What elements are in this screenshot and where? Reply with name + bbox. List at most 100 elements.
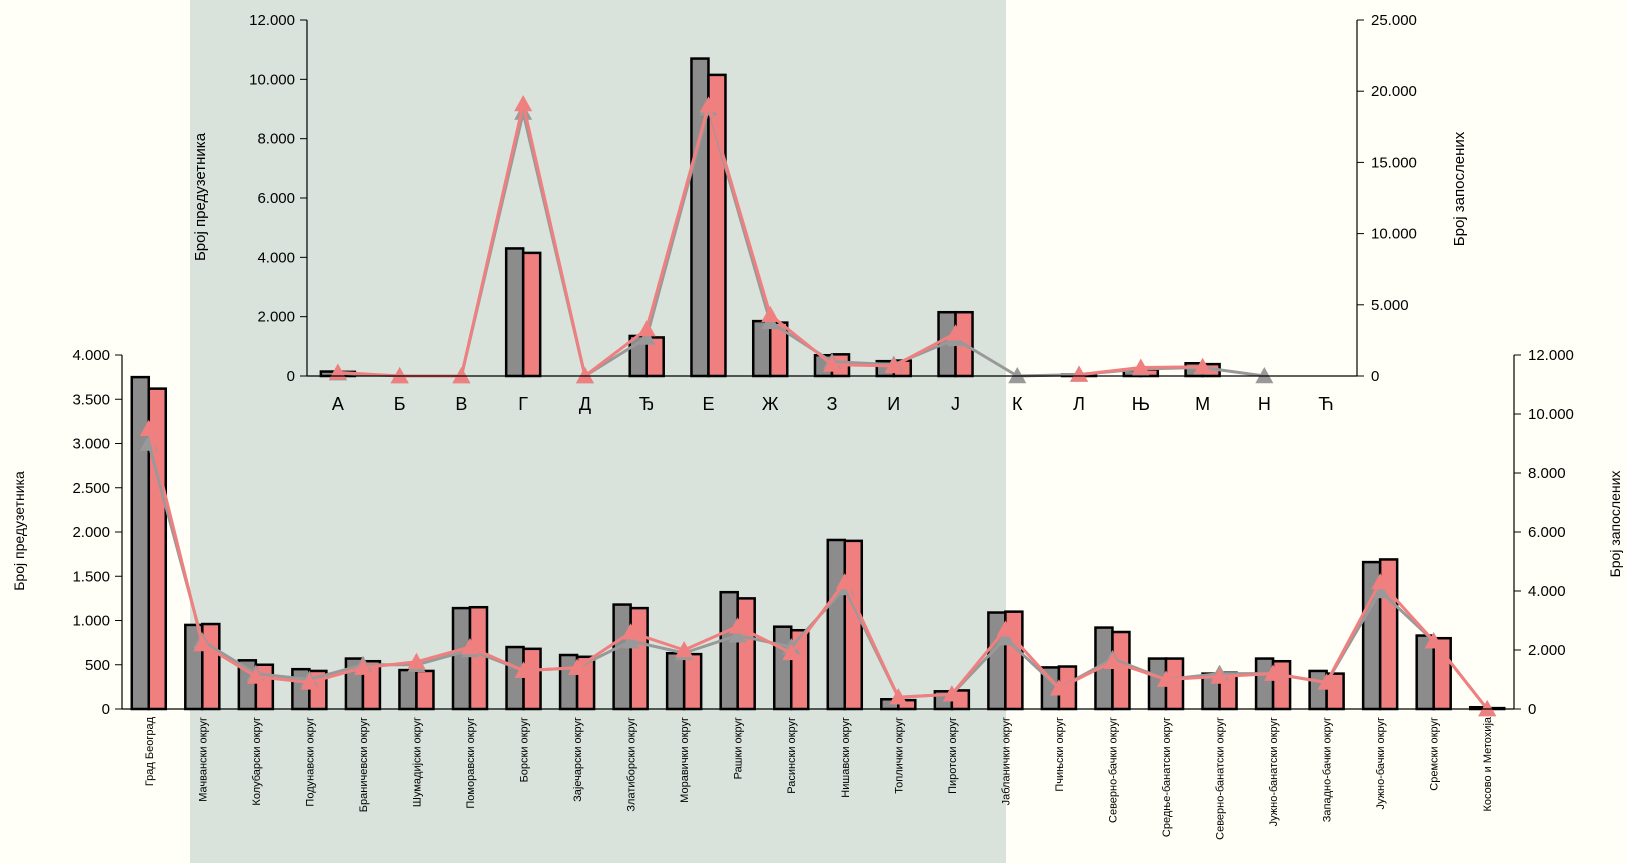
triangle-point	[1210, 667, 1229, 684]
x-category-label: Ђ	[639, 394, 655, 414]
bar	[451, 606, 472, 711]
right-y-tick-label: 10.000	[1371, 226, 1417, 243]
top-axes	[300, 19, 1364, 377]
triangle-point	[728, 626, 747, 643]
triangle-point	[452, 367, 471, 384]
bottom-y-axis-label: Број предузетника	[11, 471, 27, 591]
x-category-label: Сремски округ	[1429, 717, 1441, 791]
x-category-label: Западно-бачки округ	[1322, 717, 1334, 822]
right-y-tick-label: 10.000	[1528, 406, 1574, 423]
left-y-tick-label: 6.000	[257, 190, 295, 207]
series-line	[147, 428, 1489, 710]
triangle-point	[1008, 367, 1027, 384]
triangle-point	[728, 617, 747, 634]
triangle-point	[699, 96, 718, 113]
x-category-label: Зајечарски округ	[572, 717, 584, 802]
bar	[1432, 636, 1452, 711]
x-category-label: Поморавски округ	[465, 717, 477, 809]
x-category-label: Јабланички округ	[1000, 717, 1012, 805]
triangle-point	[1255, 367, 1274, 384]
triangle-point	[621, 632, 640, 649]
left-y-tick-label: 12.000	[249, 12, 295, 29]
triangle-point	[1424, 632, 1443, 649]
x-category-label: Јужно-бачки округ	[1375, 717, 1387, 809]
right-y-tick-label: 20.000	[1371, 83, 1417, 100]
x-category-label: Ћ	[1318, 394, 1333, 414]
x-category-label: Ј	[951, 394, 960, 414]
x-category-label: Јужно-банатски округ	[1268, 717, 1280, 826]
x-category-label: Л	[1073, 394, 1085, 414]
triangle-point	[1070, 365, 1089, 382]
triangle-point	[621, 623, 640, 640]
bar	[612, 603, 632, 711]
left-y-tick-label: 8.000	[257, 131, 295, 148]
bottom-bars	[130, 375, 1506, 711]
x-category-label: Пчињски округ	[1054, 717, 1066, 792]
bar	[522, 647, 542, 711]
bottom-tick-labels: 0 500 1.000 1.500 2.000 2.500 3.000 3.500 4.000 0…	[72, 347, 1573, 840]
bottom-lines	[139, 419, 1497, 717]
right-y-tick-label: 4.000	[1528, 583, 1566, 600]
triangle-point	[246, 667, 265, 684]
x-category-label: Северно-банатски округ	[1215, 717, 1227, 840]
bar	[682, 652, 703, 711]
left-y-tick-label: 1.500	[72, 568, 110, 585]
left-y-tick-label: 3.000	[72, 436, 110, 453]
x-category-label: Косово и Метохија	[1482, 716, 1494, 811]
triangle-point	[575, 367, 594, 384]
top-y-axis-label: Број предузетника	[192, 132, 209, 261]
x-category-label: Северно-бачки округ	[1107, 717, 1119, 823]
triangle-point	[407, 652, 426, 669]
x-category-label: Браничевски округ	[358, 717, 370, 812]
bar	[504, 247, 525, 378]
x-category-label: Ж	[762, 394, 779, 414]
bar	[505, 645, 525, 711]
triangle-point	[514, 95, 533, 112]
x-category-label: Расински округ	[786, 717, 798, 794]
top-tick-labels: 0 2.000 4.000 6.000 8.000 10.000 12.000 0 5.000 1…	[249, 12, 1417, 414]
bar	[521, 251, 542, 378]
bar	[558, 653, 579, 711]
bar	[843, 539, 864, 711]
triangle-point	[996, 629, 1015, 646]
bar	[398, 668, 418, 711]
background-band	[190, 0, 1006, 863]
triangle-point	[946, 324, 965, 341]
top-lines	[328, 95, 1274, 384]
triangle-point	[1264, 664, 1283, 681]
triangle-point	[1371, 573, 1390, 590]
triangle-point	[1371, 582, 1390, 599]
x-category-label: Н	[1258, 394, 1271, 414]
x-category-label: Топлички округ	[893, 717, 905, 794]
triangle-point	[637, 320, 656, 337]
triangle-point	[390, 367, 409, 384]
triangle-point	[942, 685, 961, 702]
x-category-label: Мачвански округ	[197, 717, 209, 802]
bottom-axes	[115, 354, 1521, 710]
triangle-point	[1157, 670, 1175, 687]
triangle-point	[193, 635, 212, 652]
left-y-tick-label: 4.000	[257, 249, 295, 266]
bar	[468, 605, 489, 711]
right-y-tick-label: 12.000	[1528, 347, 1574, 364]
bar	[1308, 669, 1328, 711]
bar	[719, 590, 739, 711]
right-y-tick-label: 25.000	[1371, 12, 1417, 29]
left-y-tick-label: 0	[102, 701, 110, 718]
bar	[415, 669, 435, 711]
right-y-tick-label: 15.000	[1371, 154, 1417, 171]
bar	[751, 319, 772, 378]
triangle-point	[568, 658, 587, 675]
right-y-tick-label: 6.000	[1528, 524, 1566, 541]
x-category-label: Нишавски округ	[840, 717, 852, 798]
left-y-tick-label: 3.500	[72, 391, 110, 408]
x-category-label: И	[887, 394, 900, 414]
x-category-label: В	[455, 394, 467, 414]
x-category-label: Колубарски округ	[251, 717, 263, 806]
x-category-label: Борски округ	[519, 717, 531, 782]
bottom-chart: 0 500 1.000 1.500 2.000 2.500 3.000 3.500 4.000 0…	[11, 347, 1623, 840]
triangle-point	[761, 305, 780, 322]
bar	[826, 538, 847, 711]
x-category-label: Рашки округ	[733, 717, 745, 779]
